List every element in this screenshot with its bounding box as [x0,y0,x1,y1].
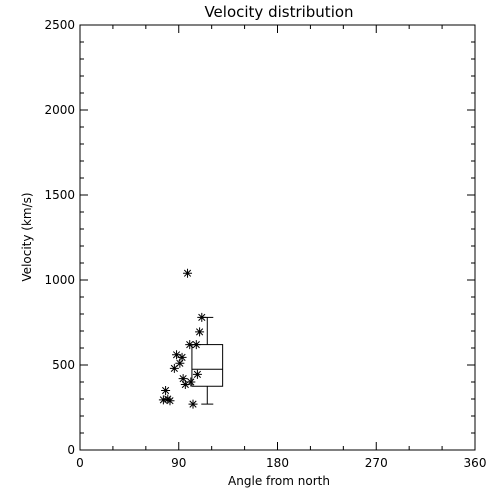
boxplot [191,316,224,405]
x-tick-label: 360 [464,456,487,470]
data-point [183,268,193,278]
data-point [191,340,201,350]
y-tick-label: 0 [67,443,75,457]
plot-frame [79,24,476,451]
y-tick-label: 1500 [44,188,75,202]
x-tick-label: 180 [266,456,289,470]
data-point [177,352,187,362]
data-point [165,396,175,406]
y-tick-label: 500 [52,358,75,372]
data-point [195,327,205,337]
data-point [172,350,182,360]
data-point [169,363,179,373]
y-tick-label: 2500 [44,18,75,32]
data-points [158,268,207,409]
y-axis: 0 500 1000 1500 2000 2500 [44,18,475,457]
data-point [185,340,195,350]
data-point [188,399,198,409]
data-point [192,369,202,379]
data-point [158,395,168,405]
data-point [161,386,171,395]
data-point [180,380,190,390]
x-tick-label: 0 [76,456,84,470]
box-iqr [191,344,224,387]
y-tick-label: 2000 [44,103,75,117]
data-point [175,358,185,368]
data-point [197,312,207,322]
x-tick-label: 90 [171,456,186,470]
x-axis: 0 90 180 270 360 [76,25,486,470]
x-tick-label: 270 [365,456,388,470]
y-axis-title: Velocity (km/s) [20,192,34,281]
data-point [186,377,196,387]
y-tick-label: 1000 [44,273,75,287]
data-point [178,374,188,384]
x-axis-title: Angle from north [228,474,330,488]
chart-title: Velocity distribution [204,3,353,21]
